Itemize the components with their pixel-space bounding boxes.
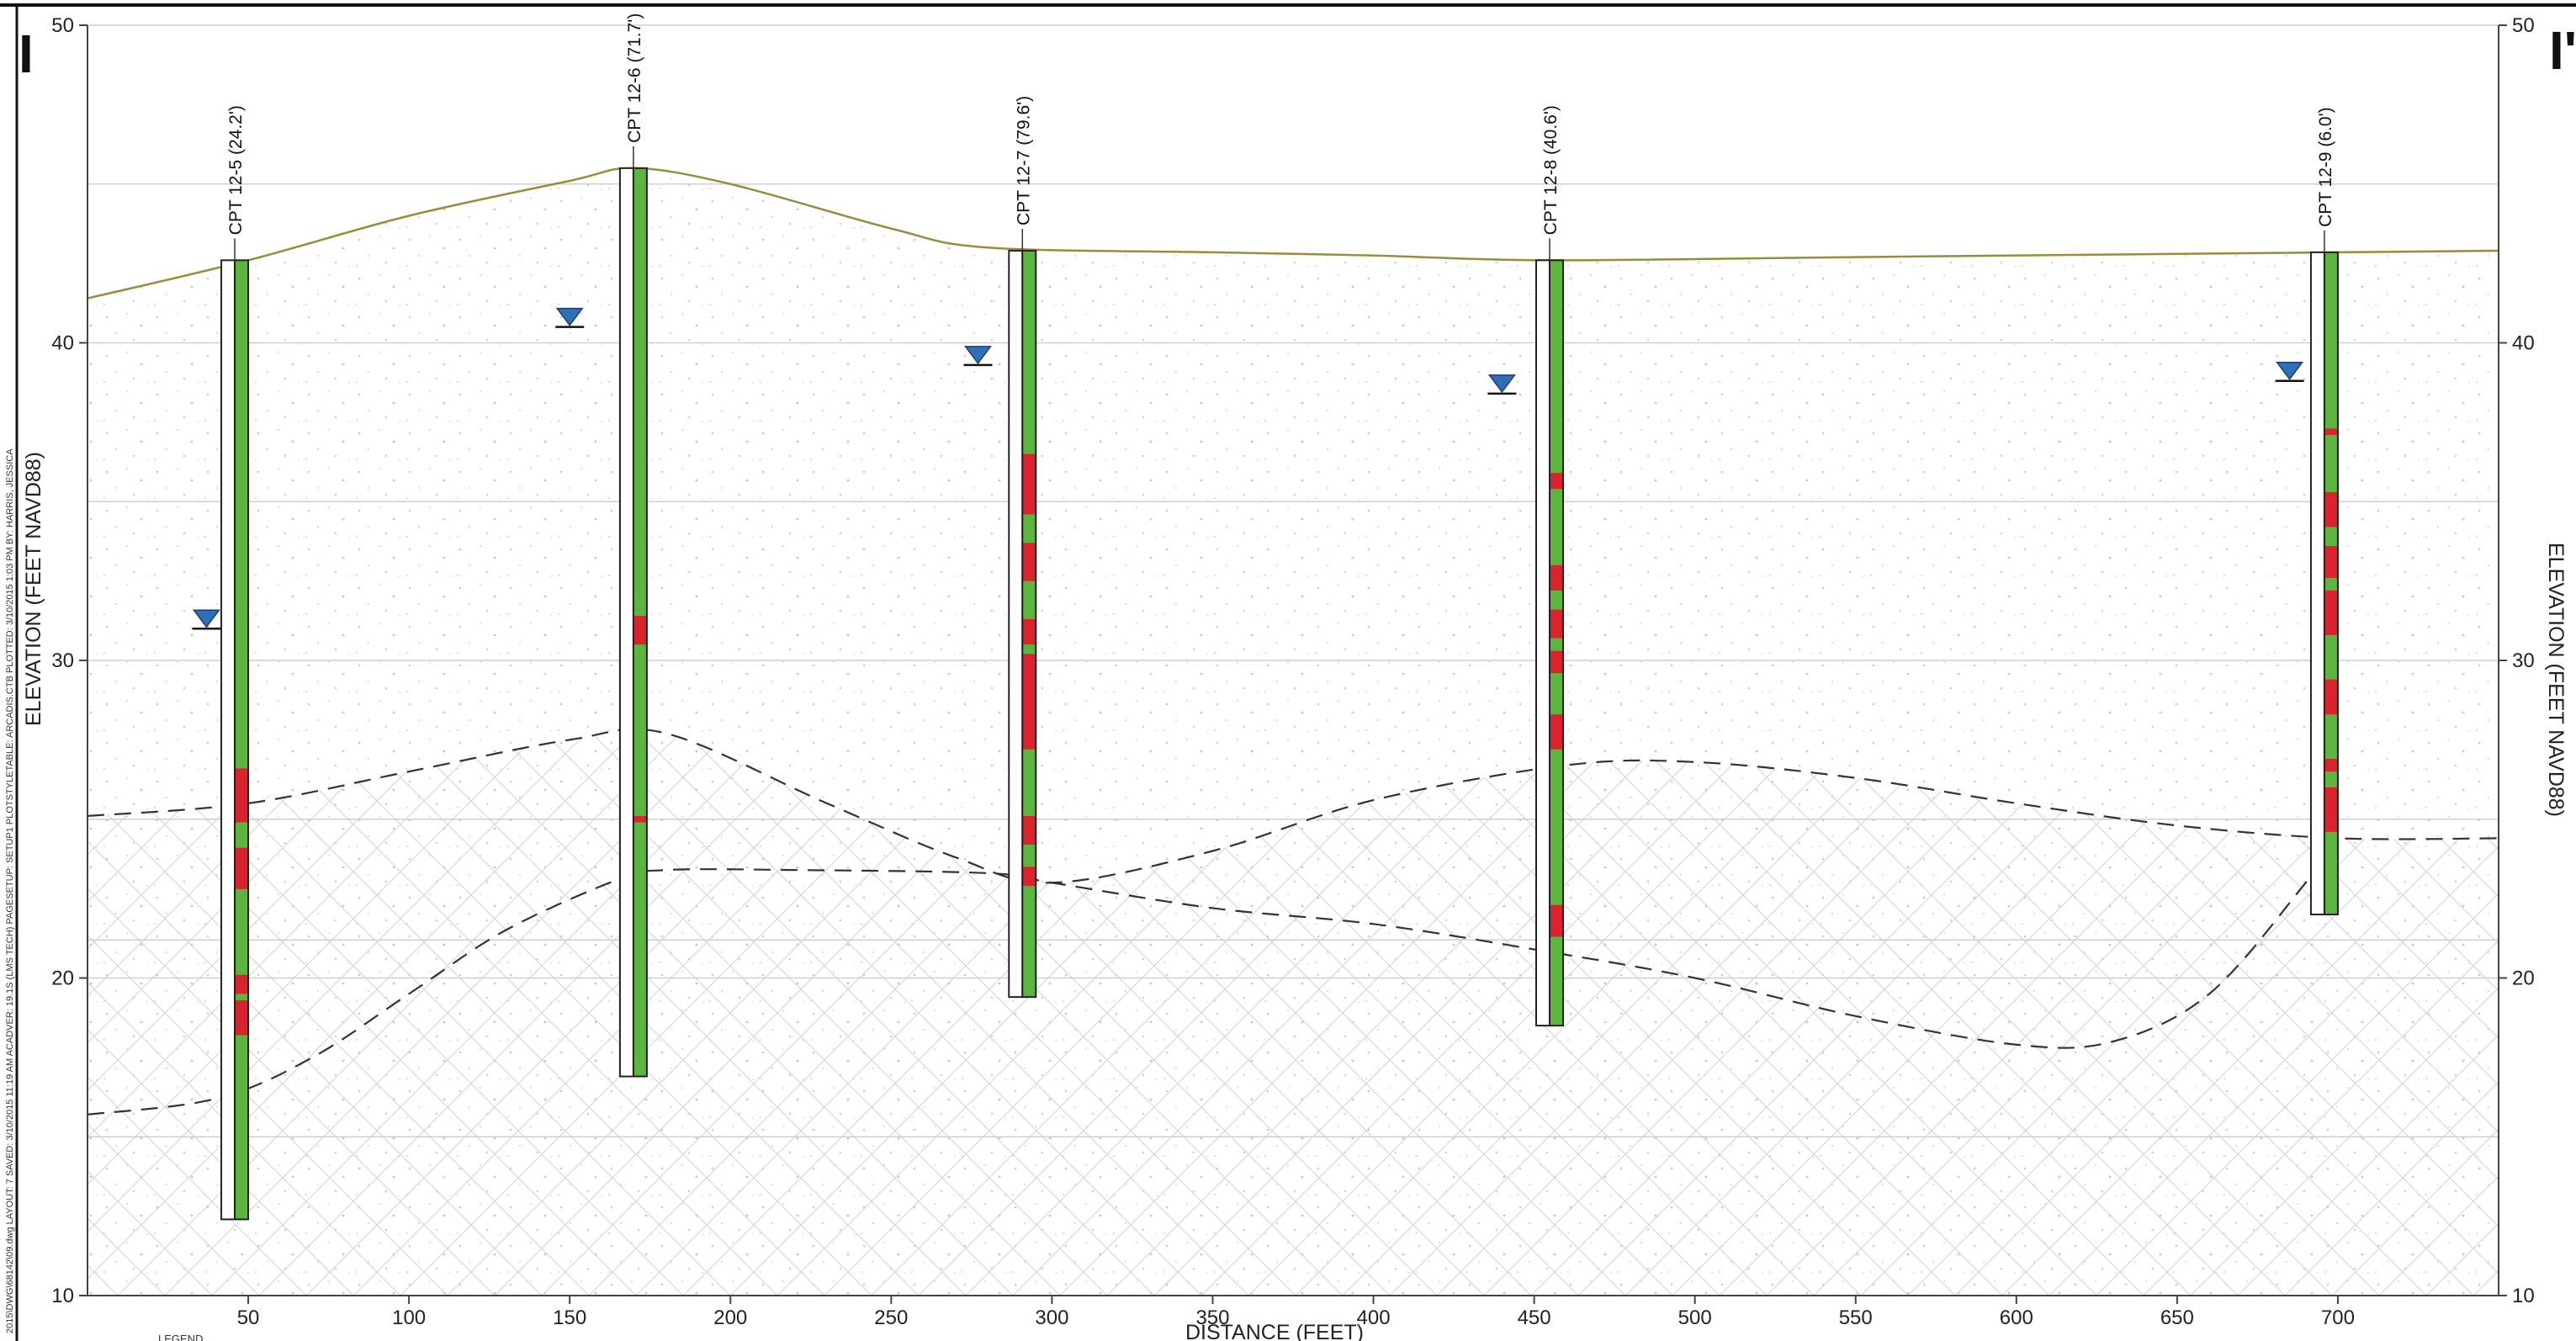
- cpt-label: CPT 12-7 (79.6'): [1014, 96, 1033, 225]
- cpt-clay-layer: [1022, 453, 1036, 515]
- water-level-icon: [555, 307, 584, 326]
- cpt-sbt-frame: [234, 259, 250, 1221]
- x-tick-label: 500: [1678, 1307, 1712, 1329]
- y-tick-label: 50: [2512, 14, 2535, 37]
- cpt-log: CPT 12-7 (79.6'): [1008, 96, 1037, 999]
- cpt-clay-layer: [1549, 609, 1563, 639]
- cpt-clay-layer: [633, 616, 647, 645]
- cpt-sbt-frame: [1021, 250, 1037, 999]
- x-tick-label: 700: [2321, 1307, 2355, 1329]
- cpt-clay-layer: [1549, 564, 1563, 591]
- y-tick-label: 30: [2512, 649, 2535, 672]
- cpt-log: CPT 12-5 (24.2'): [220, 105, 250, 1221]
- cpt-tip-column: [618, 167, 634, 1078]
- cpt-sand-column: [2324, 252, 2338, 915]
- x-tick-label: 150: [553, 1307, 586, 1329]
- cpt-clay-layer: [2324, 491, 2338, 527]
- cpt-clay-layer: [1022, 543, 1036, 581]
- cpt-clay-layer: [1022, 815, 1036, 845]
- cpt-clay-layer: [1549, 473, 1563, 490]
- legend-label: LEGEND: [158, 1333, 203, 1341]
- lower-clay-unit: [87, 729, 2499, 1296]
- cpt-clay-layer: [1549, 650, 1563, 674]
- ground-surface-group: [87, 167, 2499, 299]
- cpt-sand-column: [235, 260, 249, 1220]
- cpt-clay-layer: [1549, 714, 1563, 750]
- cpt-log: CPT 12-6 (71.7'): [618, 13, 648, 1078]
- section-start-letter: I: [19, 24, 34, 84]
- x-tick-label: 100: [392, 1307, 426, 1329]
- contact-line: [87, 728, 2499, 884]
- ground-surface-line: [87, 167, 2499, 299]
- y-tick-label: 10: [51, 1285, 74, 1307]
- cpt-sbt-frame: [632, 167, 648, 1078]
- y-tick-label: 20: [51, 967, 74, 990]
- cpt-label: CPT 12-5 (24.2'): [226, 105, 246, 235]
- water-level-icon: [192, 609, 220, 628]
- cpt-sbt-frame: [1548, 259, 1564, 1027]
- file-info-note: 2015\DWG\68142\09.dwg LAYOUT: 7 SAVED: 3…: [5, 448, 15, 1333]
- cpt-tip-column: [2309, 251, 2325, 916]
- cpt-logs: CPT 12-5 (24.2') CPT 12-6 (71.7') CPT 12-7…: [220, 13, 2339, 1221]
- cpt-tip-column: [1008, 250, 1024, 999]
- y-tick-label: 10: [2512, 1285, 2535, 1307]
- cpt-clay-layer: [2324, 787, 2338, 832]
- x-tick-label: 450: [1518, 1307, 1551, 1329]
- water-level-icon: [964, 346, 993, 365]
- x-tick-label: 400: [1357, 1307, 1391, 1329]
- cpt-sbt-frame: [2323, 251, 2339, 916]
- cpt-clay-layer: [1022, 618, 1036, 645]
- left-y-ticks: 10 20 30 40 50: [51, 14, 87, 1307]
- contact-line: [87, 837, 2339, 1116]
- cpt-clay-layer: [2324, 759, 2338, 772]
- cpt-log: CPT 12-9 (6.0'): [2309, 107, 2339, 916]
- x-axis-title: DISTANCE (FEET): [1185, 1321, 1364, 1341]
- x-tick-label: 250: [874, 1307, 908, 1329]
- elevation-grid: [87, 24, 2499, 1137]
- right-axis-title: ELEVATION (FEET NAVD88): [2544, 543, 2568, 817]
- y-tick-label: 30: [51, 649, 74, 672]
- cpt-sand-column: [1549, 260, 1563, 1026]
- cpt-label: CPT 12-6 (71.7'): [625, 13, 644, 143]
- y-tick-label: 20: [2512, 967, 2535, 990]
- cpt-clay-layer: [1022, 867, 1036, 887]
- x-tick-label: 550: [1839, 1307, 1873, 1329]
- x-tick-label: 600: [2000, 1307, 2033, 1329]
- cpt-clay-layer: [2324, 428, 2338, 435]
- stratigraphic-contacts: [87, 728, 2499, 1116]
- y-tick-label: 50: [51, 14, 74, 37]
- x-tick-label: 300: [1035, 1307, 1068, 1329]
- x-tick-label: 50: [237, 1307, 260, 1329]
- cpt-clay-layer: [235, 974, 249, 994]
- right-y-ticks: 10 20 30 40 50: [2499, 14, 2535, 1307]
- cpt-clay-layer: [235, 768, 249, 823]
- x-tick-label: 350: [1195, 1307, 1229, 1329]
- water-levels: [192, 307, 2304, 630]
- water-level-icon: [2276, 362, 2304, 381]
- cpt-tip-column: [1534, 259, 1550, 1027]
- cpt-clay-layer: [235, 999, 249, 1036]
- cpt-clay-layer: [2324, 679, 2338, 715]
- x-ticks: 50 100 150 200 250 300 350 400 450 500 550 600 650 70…: [237, 1296, 2355, 1329]
- water-level-icon: [1487, 374, 1516, 394]
- y-tick-label: 40: [51, 332, 74, 355]
- cpt-label: CPT 12-9 (6.0'): [2316, 107, 2335, 227]
- cpt-clay-layer: [2324, 546, 2338, 578]
- cpt-label: CPT 12-8 (40.6'): [1541, 105, 1561, 235]
- x-tick-label: 650: [2160, 1307, 2194, 1329]
- section-end-letter: I': [2549, 20, 2576, 81]
- cpt-clay-layer: [235, 847, 249, 889]
- left-axis-title: ELEVATION (FEET NAVD88): [22, 452, 45, 726]
- cpt-clay-layer: [1549, 904, 1563, 937]
- cpt-clay-layer: [633, 815, 647, 823]
- cpt-clay-layer: [2324, 590, 2338, 635]
- cpt-log: CPT 12-8 (40.6'): [1534, 105, 1564, 1027]
- cpt-clay-layer: [1022, 654, 1036, 750]
- x-tick-label: 200: [713, 1307, 747, 1329]
- cpt-tip-column: [220, 259, 236, 1221]
- y-tick-label: 40: [2512, 332, 2535, 355]
